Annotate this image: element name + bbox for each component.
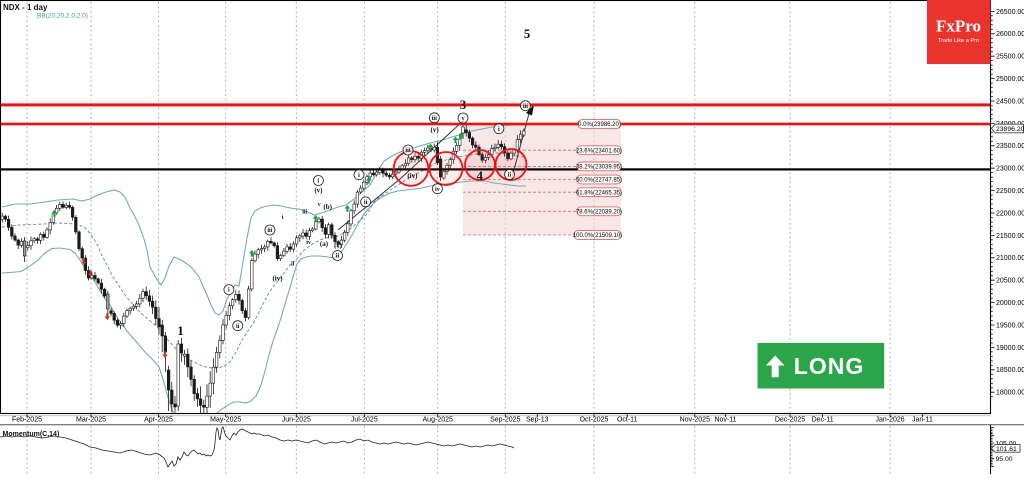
svg-text:(v): (v) xyxy=(314,187,323,195)
svg-text:iii: iii xyxy=(267,227,272,234)
svg-text:18000.00: 18000.00 xyxy=(996,390,1024,397)
svg-text:Jun-2025: Jun-2025 xyxy=(282,417,311,424)
svg-text:Momentum(C,14): Momentum(C,14) xyxy=(3,431,60,438)
svg-text:FxPro: FxPro xyxy=(936,17,981,36)
svg-text:22000.00: 22000.00 xyxy=(996,210,1024,217)
svg-text:95.00: 95.00 xyxy=(996,456,1013,463)
svg-text:26000.00: 26000.00 xyxy=(996,31,1024,38)
svg-text:23000.00: 23000.00 xyxy=(996,166,1024,173)
svg-text:i: i xyxy=(282,215,284,221)
svg-text:iii: iii xyxy=(302,210,307,216)
svg-text:23500.00: 23500.00 xyxy=(996,143,1024,150)
svg-text:i: i xyxy=(358,172,360,179)
svg-text:iii: iii xyxy=(432,115,437,122)
svg-text:1: 1 xyxy=(177,323,184,338)
svg-text:Jan-11: Jan-11 xyxy=(912,417,933,424)
svg-text:(b): (b) xyxy=(323,203,332,211)
svg-text:Nov-11: Nov-11 xyxy=(714,417,736,424)
svg-text:Aug-2025: Aug-2025 xyxy=(423,417,453,424)
svg-text:(c): (c) xyxy=(334,242,342,250)
svg-text:38.2%(23039.95): 38.2%(23039.95) xyxy=(576,165,622,171)
svg-text:20000.00: 20000.00 xyxy=(996,300,1024,307)
svg-text:iii: iii xyxy=(523,103,528,110)
svg-text:Nov-2025: Nov-2025 xyxy=(680,417,710,424)
svg-text:24500.00: 24500.00 xyxy=(996,98,1024,105)
svg-text:3: 3 xyxy=(460,97,467,112)
svg-text:Mar-2025: Mar-2025 xyxy=(76,417,106,424)
svg-text:22500.00: 22500.00 xyxy=(996,188,1024,195)
svg-text:25500.00: 25500.00 xyxy=(996,54,1024,61)
svg-text:21500.00: 21500.00 xyxy=(996,233,1024,240)
svg-text:21000.00: 21000.00 xyxy=(996,255,1024,262)
svg-text:Feb-2025: Feb-2025 xyxy=(12,417,42,424)
svg-text:Sep-2025: Sep-2025 xyxy=(490,417,520,424)
svg-text:0.0%(23986.20): 0.0%(23986.20) xyxy=(578,122,621,128)
svg-text:78.6%(22039.20): 78.6%(22039.20) xyxy=(576,210,622,216)
svg-text:20500.00: 20500.00 xyxy=(996,278,1024,285)
svg-text:19000.00: 19000.00 xyxy=(996,345,1024,352)
svg-text:Sep-13: Sep-13 xyxy=(526,417,549,424)
svg-text:i: i xyxy=(498,126,500,133)
svg-text:ii: ii xyxy=(508,172,512,179)
svg-text:iv: iv xyxy=(435,186,441,193)
svg-text:(iv): (iv) xyxy=(407,172,418,180)
svg-text:Oct-11: Oct-11 xyxy=(617,417,638,424)
svg-text:(a): (a) xyxy=(320,240,329,248)
svg-text:26500.00: 26500.00 xyxy=(996,9,1024,16)
svg-text:NDX - 1 day: NDX - 1 day xyxy=(3,3,48,12)
svg-text:(v): (v) xyxy=(431,126,440,134)
svg-text:23.6%(23401.60): 23.6%(23401.60) xyxy=(576,148,622,154)
svg-text:19500.00: 19500.00 xyxy=(996,322,1024,329)
svg-text:Oct-2025: Oct-2025 xyxy=(580,417,609,424)
svg-text:v: v xyxy=(318,202,321,208)
svg-text:Dec-11: Dec-11 xyxy=(812,417,834,424)
svg-text:BB(20,20,2.0,2.0): BB(20,20,2.0,2.0) xyxy=(37,13,88,20)
svg-text:ii: ii xyxy=(336,253,340,260)
svg-text:i: i xyxy=(228,287,230,294)
svg-text:5: 5 xyxy=(524,26,531,41)
svg-text:Apr-2025: Apr-2025 xyxy=(144,417,173,424)
svg-text:25000.00: 25000.00 xyxy=(996,76,1024,83)
svg-text:61.8%(22465.35): 61.8%(22465.35) xyxy=(576,190,622,196)
svg-text:Jul-2025: Jul-2025 xyxy=(351,417,378,424)
svg-text:ii: ii xyxy=(291,262,295,268)
svg-text:v: v xyxy=(461,115,465,122)
svg-text:iv: iv xyxy=(306,240,311,246)
svg-text:100.0%(21509.10): 100.0%(21509.10) xyxy=(573,233,622,239)
svg-text:(iv): (iv) xyxy=(272,275,283,283)
svg-text:i: i xyxy=(318,178,320,185)
svg-text:18500.00: 18500.00 xyxy=(996,367,1024,374)
svg-text:50.0%(22747.85): 50.0%(22747.85) xyxy=(576,178,622,184)
svg-text:4: 4 xyxy=(476,168,483,183)
svg-text:LONG: LONG xyxy=(794,353,864,379)
svg-text:23896.20: 23896.20 xyxy=(996,126,1024,133)
svg-text:Dec-2025: Dec-2025 xyxy=(775,417,805,424)
svg-text:105.00: 105.00 xyxy=(996,440,1017,447)
svg-text:Jan-2026: Jan-2026 xyxy=(875,417,904,424)
svg-text:101.61: 101.61 xyxy=(996,446,1017,453)
svg-text:iii: iii xyxy=(405,147,410,154)
svg-text:Trade Like a Pro: Trade Like a Pro xyxy=(938,38,979,44)
svg-text:ii: ii xyxy=(236,323,240,330)
svg-text:ii: ii xyxy=(364,199,368,206)
svg-text:May-2025: May-2025 xyxy=(210,417,241,424)
